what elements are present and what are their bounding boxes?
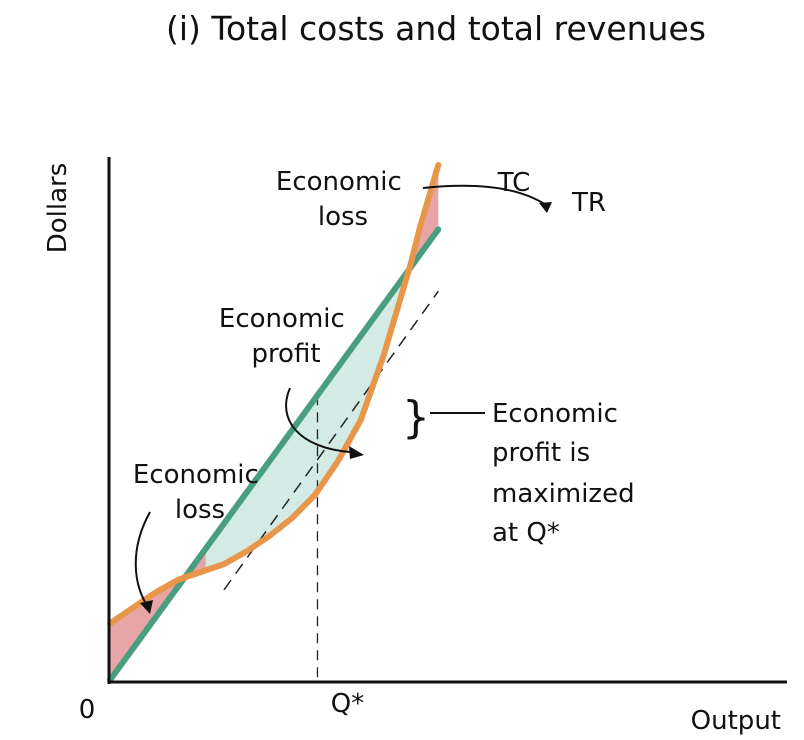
annotation-line: maximized bbox=[492, 479, 635, 509]
brace-icon: } bbox=[402, 392, 430, 443]
loss-low-arrowhead-icon bbox=[140, 600, 153, 614]
chart-title: (i) Total costs and total revenues bbox=[166, 9, 706, 48]
profit-arrowhead-icon bbox=[349, 446, 364, 459]
annotation-line: profit bbox=[251, 339, 320, 369]
profit-maximized-annotation: Economic profit is maximized at Q* bbox=[492, 399, 643, 548]
loss-low-arrow bbox=[134, 511, 151, 611]
q-star-tick-label: Q* bbox=[331, 689, 364, 719]
economic-loss-annotation-high: Economic loss bbox=[276, 167, 410, 232]
annotation-line: Economic bbox=[219, 304, 345, 334]
plot-area: } bbox=[107, 157, 787, 684]
annotation-line: Economic bbox=[133, 460, 259, 490]
loss-high-arrowhead-icon bbox=[539, 202, 552, 213]
annotation-line: Economic bbox=[276, 167, 402, 197]
annotation-line: loss bbox=[318, 202, 368, 232]
x-axis-label: Output bbox=[691, 706, 781, 736]
y-axis-label: Dollars bbox=[43, 163, 73, 254]
annotation-line: at Q* bbox=[492, 518, 560, 548]
tr-series-label: TR bbox=[571, 188, 606, 218]
annotation-line: loss bbox=[175, 495, 225, 525]
loss-high-arrow bbox=[422, 184, 547, 206]
tc-series-line bbox=[107, 162, 442, 627]
economic-loss-annotation-low: Economic loss bbox=[133, 460, 267, 525]
tc-series-label: TC bbox=[497, 168, 531, 198]
profit-arrow bbox=[285, 387, 351, 453]
annotation-line: profit is bbox=[492, 438, 590, 468]
economic-profit-region bbox=[205, 276, 405, 571]
tr-series-line bbox=[107, 226, 442, 683]
origin-label: 0 bbox=[79, 695, 96, 725]
economic-profit-annotation: Economic profit bbox=[219, 304, 353, 369]
annotation-line: Economic bbox=[492, 399, 618, 429]
